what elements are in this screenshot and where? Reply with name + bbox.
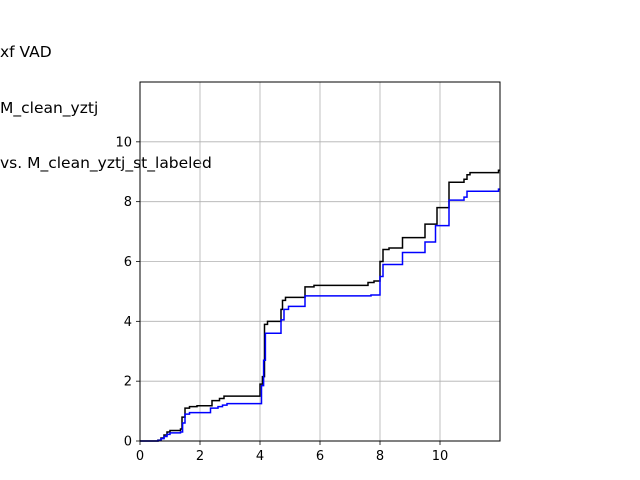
chart-title-line-3: vs. M_clean_yztj_st_labeled (0, 154, 212, 172)
y-tick-label-0: 0 (124, 435, 132, 450)
grid-lines (139, 82, 500, 442)
series-line-2 (140, 188, 500, 442)
x-tick-label-6: 6 (316, 449, 324, 464)
axis-ticks: 0 2 4 6 8 10 0 2 4 6 8 10 (115, 135, 448, 464)
x-tick-label-4: 4 (256, 449, 264, 464)
chart-title: xf VAD M_clean_yztj vs. M_clean_yztj_st_… (0, 6, 212, 191)
y-tick-label-6: 6 (124, 255, 132, 270)
x-tick-label-10: 10 (432, 449, 449, 464)
y-tick-label-4: 4 (124, 315, 132, 330)
chart-title-line-1: xf VAD (0, 43, 52, 61)
y-tick-label-10: 10 (115, 135, 132, 150)
x-tick-label-2: 2 (196, 449, 204, 464)
y-tick-label-8: 8 (124, 195, 132, 210)
chart-title-line-2: M_clean_yztj (0, 98, 99, 117)
series-lines (140, 169, 500, 442)
x-tick-label-8: 8 (376, 449, 384, 464)
y-tick-label-2: 2 (124, 375, 132, 390)
series-line-1 (140, 169, 500, 442)
x-tick-label-0: 0 (136, 449, 144, 464)
